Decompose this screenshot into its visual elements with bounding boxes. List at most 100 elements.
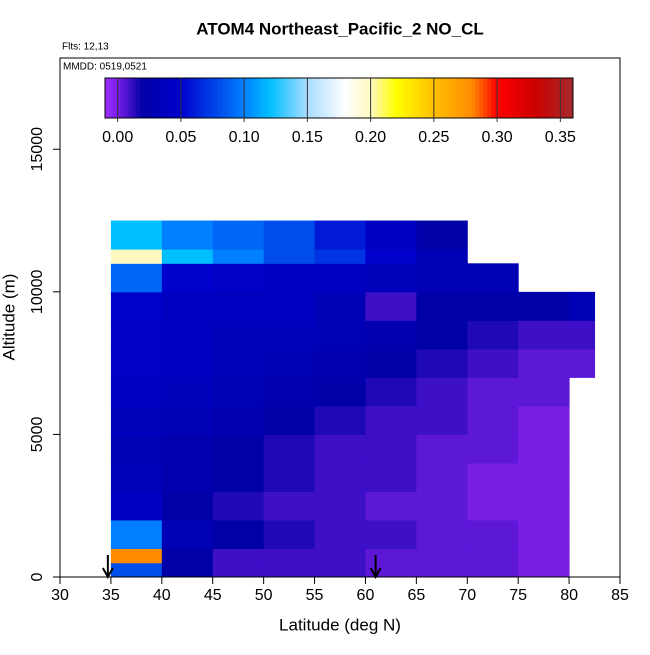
- colorbar-tick-label: 0.10: [229, 129, 260, 146]
- heat-cell: [365, 291, 417, 321]
- colorbar-segment: [471, 78, 476, 118]
- colorbar-segment: [327, 78, 332, 118]
- heat-cell: [110, 434, 163, 464]
- colorbar-segment: [553, 78, 558, 118]
- colorbar-segment: [452, 78, 457, 118]
- heat-cell: [314, 562, 366, 578]
- x-tick-label: 70: [458, 587, 476, 604]
- heat-cell: [416, 491, 468, 521]
- heat-cell: [110, 220, 163, 250]
- colorbar-segment: [339, 78, 344, 118]
- heat-cell: [110, 291, 163, 321]
- colorbar-tick-label: 0.05: [165, 129, 196, 146]
- colorbar-segment: [561, 78, 566, 118]
- colorbar-segment: [401, 78, 406, 118]
- colorbar-segment: [483, 78, 488, 118]
- heat-cell: [263, 263, 316, 293]
- heat-cell: [263, 519, 316, 549]
- heat-cell: [416, 220, 468, 250]
- heat-cell: [212, 291, 265, 321]
- heat-cell: [212, 220, 265, 250]
- colorbar-segment: [413, 78, 418, 118]
- colorbar-segment: [541, 78, 547, 118]
- colorbar-segment: [526, 78, 531, 118]
- heat-cell: [416, 562, 468, 578]
- heat-cell: [212, 562, 265, 578]
- colorbar-segment: [183, 78, 188, 118]
- colorbar-segment: [405, 78, 410, 118]
- colorbar-segment: [303, 78, 309, 118]
- heat-cell: [161, 434, 214, 464]
- colorbar-segment: [381, 78, 387, 118]
- heat-cell: [467, 548, 519, 564]
- colorbar-segment: [276, 78, 281, 118]
- colorbar-segment: [198, 78, 203, 118]
- colorbar-segment: [510, 78, 515, 118]
- y-tick-label: 15000: [29, 127, 46, 172]
- x-tick-label: 85: [611, 587, 629, 604]
- colorbar-segment: [108, 78, 114, 118]
- heat-cell: [161, 220, 214, 250]
- colorbar-segment: [491, 78, 496, 118]
- colorbar-segment: [163, 78, 168, 118]
- colorbar-segment: [202, 78, 207, 118]
- colorbar-segment: [128, 78, 133, 118]
- heat-cell: [161, 348, 214, 378]
- colorbar-segment: [506, 78, 512, 118]
- x-axis-label: Latitude (deg N): [279, 615, 401, 634]
- colorbar-segment: [210, 78, 215, 118]
- heat-cell: [467, 320, 519, 350]
- heat-cell: [467, 434, 519, 464]
- heat-cell: [263, 249, 316, 264]
- colorbar-segment: [346, 78, 352, 118]
- colorbar-segment: [557, 78, 562, 118]
- flights-label: Flts: 12,13: [62, 42, 109, 53]
- heat-cell: [212, 249, 265, 264]
- colorbar-segment: [171, 78, 176, 118]
- colorbar-tick-label: 0.35: [545, 129, 576, 146]
- colorbar-segment: [140, 78, 145, 118]
- heat-cell: [569, 348, 596, 378]
- heat-cell: [467, 291, 519, 321]
- heat-cell: [416, 462, 468, 492]
- colorbar-segment: [272, 78, 278, 118]
- heat-cell: [212, 377, 265, 407]
- heat-cell: [161, 291, 214, 321]
- colorbar-segment: [245, 78, 250, 118]
- colorbar-segment: [280, 78, 285, 118]
- colorbar-segment: [335, 78, 340, 118]
- x-tick-label: 30: [51, 587, 69, 604]
- heat-cell: [110, 249, 163, 264]
- heat-cell: [416, 249, 468, 264]
- heat-cell: [263, 348, 316, 378]
- heat-cell: [161, 462, 214, 492]
- colorbar-segment: [190, 78, 196, 118]
- colorbar-segment: [120, 78, 125, 118]
- heat-cell: [263, 434, 316, 464]
- colorbar-segment: [475, 78, 480, 118]
- colorbar-segment: [155, 78, 161, 118]
- colorbar-segment: [194, 78, 200, 118]
- heat-cell: [467, 377, 519, 407]
- colorbar-segment: [175, 78, 180, 118]
- colorbar-segment: [136, 78, 141, 118]
- arrow-head: [369, 567, 382, 580]
- heat-cell: [314, 249, 366, 264]
- heat-cell: [263, 320, 316, 350]
- colorbar-segment: [549, 78, 554, 118]
- heat-cell: [212, 491, 265, 521]
- heat-cell: [518, 562, 570, 578]
- heat-cell: [110, 377, 163, 407]
- colorbar-segment: [358, 78, 363, 118]
- heat-cell: [161, 491, 214, 521]
- heat-cell: [416, 519, 468, 549]
- colorbar-segment: [249, 78, 254, 118]
- colorbar-segment: [502, 78, 508, 118]
- y-tick-label: 0: [29, 572, 46, 581]
- colorbar-segment: [307, 78, 313, 118]
- x-tick-label: 35: [102, 587, 120, 604]
- heat-cell: [212, 434, 265, 464]
- heat-cell: [467, 462, 519, 492]
- heat-cell: [518, 291, 570, 321]
- heat-cell: [365, 519, 417, 549]
